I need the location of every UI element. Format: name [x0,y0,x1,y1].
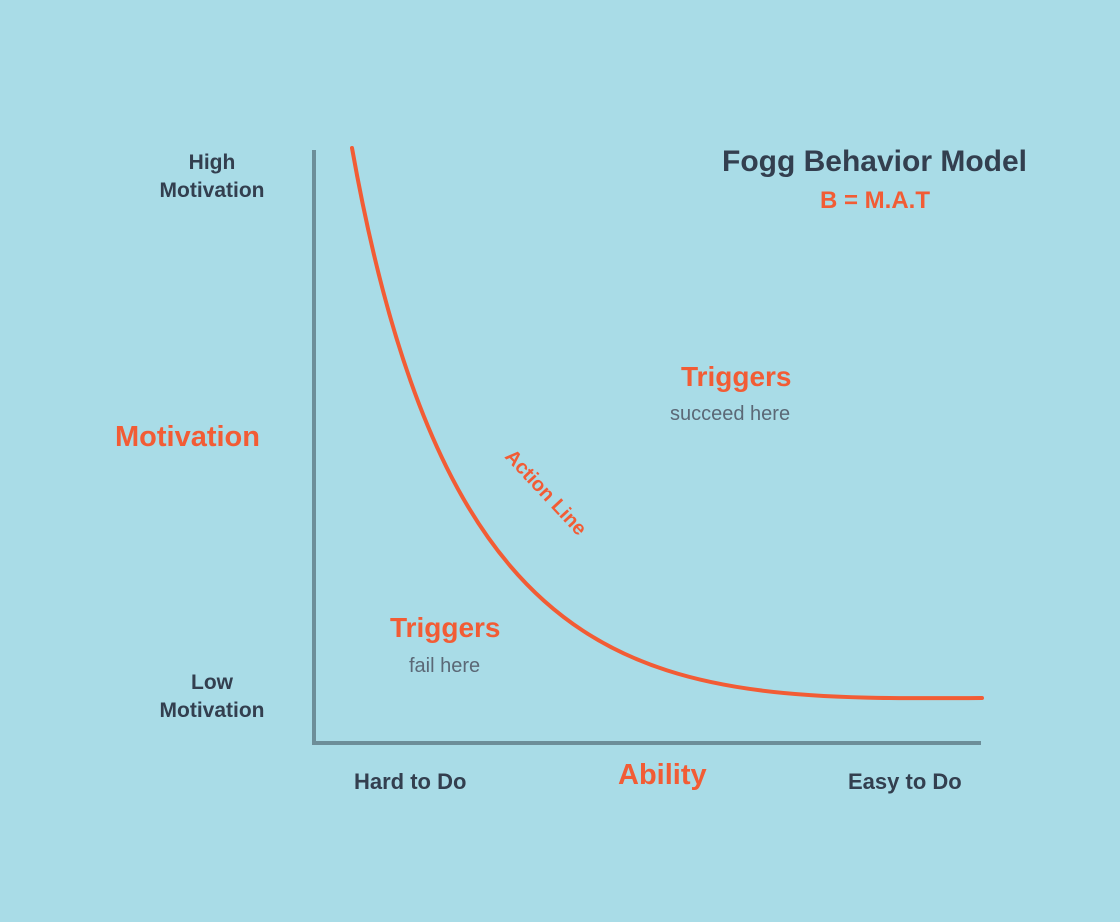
diagram-title: Fogg Behavior Model [722,145,1028,178]
action-line-curve [350,146,984,701]
motivation-axis-label: Motivation [115,421,260,453]
high-motivation-line-2: Motivation [159,179,265,202]
action-line-label: Action Line [500,445,590,540]
hard-to-do-label: Hard to Do [354,769,467,794]
triggers-success-subtitle: succeed here [670,403,791,425]
diagram-formula: B = M.A.T [820,187,931,214]
high-motivation-label: High Motivation [146,149,278,205]
ability-axis-label: Ability [618,759,707,791]
high-motivation-line-1: High [188,151,236,174]
low-motivation-line-2: Motivation [159,699,265,722]
triggers-fail-subtitle: fail here [409,655,481,677]
low-motivation-label: Low Motivation [146,669,278,725]
easy-to-do-label: Easy to Do [848,769,962,794]
triggers-success-title: Triggers [681,361,792,392]
low-motivation-line-1: Low [191,671,233,694]
triggers-fail-title: Triggers [390,612,501,643]
